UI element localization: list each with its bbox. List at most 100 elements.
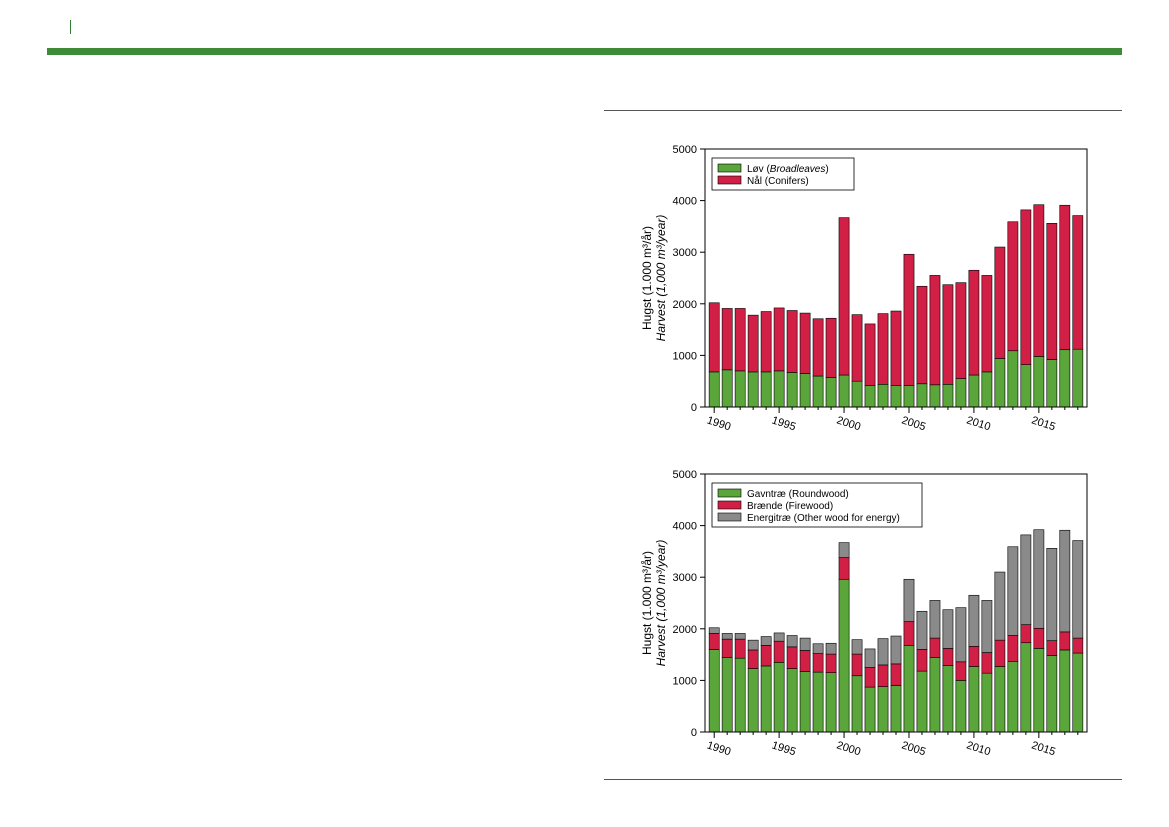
bar-1990-series-1 [708,302,720,373]
bar-1993-series-2 [747,639,759,651]
x-tick-label: 2010 [965,414,992,433]
bar-1999-series-1 [825,317,837,378]
x-tick-label: 1990 [705,414,732,433]
legend-label-part: Løv ( [747,164,770,175]
bar-2004-series-1 [890,663,902,686]
header-accent-bar [47,48,1122,55]
chart-wood-assortments: 0 1000 2000 3000 4000 5000 1990 1995 2000 2005 201… [604,455,1122,785]
bar-2006-series-0 [916,383,928,408]
bar-2010-series-2 [968,594,980,647]
bar-2004-series-0 [890,385,902,408]
bar-1999-series-0 [825,672,837,733]
bar-1993-series-1 [747,649,759,669]
bar-1992-series-1 [734,638,746,659]
bar-2005-series-1 [903,621,915,646]
bar-1990-series-1 [708,633,720,650]
bar-2008-series-1 [942,284,954,385]
bar-2013-series-1 [1007,635,1019,662]
bar-1994-series-0 [760,665,772,733]
bar-2017-series-2 [1059,529,1071,633]
bar-2012-series-0 [994,666,1006,733]
bar-2009-series-1 [955,661,967,681]
bar-1996-series-1 [786,646,798,669]
bar-2010-series-0 [968,666,980,733]
bar-2003-series-0 [877,686,889,733]
bar-2011-series-2 [981,600,993,653]
bar-2000-series-2 [838,542,850,558]
legend-label-italic: Broadleaves [770,164,826,175]
bar-1996-series-0 [786,668,798,733]
bar-2012-series-1 [994,246,1006,359]
bar-2018-series-0 [1072,652,1084,733]
legend-box [711,157,855,191]
bar-2008-series-0 [942,383,954,408]
legend-label-part: Energitræ (Other wood for energy) [747,513,900,524]
x-tick-label: 1995 [770,739,797,758]
bar-1995-series-0 [773,370,785,408]
bar-2005-series-0 [903,385,915,408]
bar-2002-series-0 [864,385,876,408]
bar-2000-series-0 [838,374,850,408]
bar-2011-series-0 [981,371,993,408]
bar-2002-series-1 [864,667,876,688]
bar-1996-series-0 [786,372,798,408]
bar-2018-series-2 [1072,540,1084,639]
bar-2002-series-1 [864,323,876,386]
bar-2017-series-0 [1059,649,1071,733]
bar-1994-series-1 [760,311,772,373]
bar-1997-series-1 [799,650,811,672]
x-tick-label: 2005 [900,414,927,433]
bar-2016-series-0 [1046,359,1058,408]
y-axis-label-english: Harvest (1,000 m³/year) [654,540,668,667]
bar-2017-series-1 [1059,631,1071,651]
bar-1992-series-1 [734,308,746,372]
bar-2007-series-0 [929,384,941,408]
bar-2015-series-1 [1033,204,1045,357]
legend-box [711,482,923,528]
x-tick-label: 2015 [1030,414,1057,433]
bar-2003-series-1 [877,664,889,687]
x-tick-label: 2005 [900,739,927,758]
bar-1991-series-1 [721,638,733,658]
bar-1998-series-0 [812,375,824,408]
bar-1990-series-0 [708,649,720,733]
bar-2010-series-0 [968,374,980,408]
x-tick-label: 2000 [835,739,862,758]
bar-1995-series-1 [773,640,785,663]
bar-1994-series-1 [760,645,772,667]
bar-2007-series-1 [929,637,941,658]
y-tick-label: 1000 [673,675,697,687]
bar-1994-series-0 [760,371,772,408]
bar-1997-series-1 [799,312,811,374]
bar-2005-series-2 [903,578,915,622]
bar-1996-series-1 [786,310,798,373]
bar-2014-series-0 [1020,364,1032,408]
bar-2010-series-1 [968,269,980,376]
legend-label-part: Nål (Conifers) [747,175,809,187]
bar-2006-series-2 [916,610,928,650]
legend-label-0: Løv (Broadleaves) [747,164,829,175]
bar-2000-series-1 [838,557,850,580]
legend-swatch-1 [717,175,742,185]
bar-2003-series-2 [877,638,889,666]
bar-2017-series-1 [1059,204,1071,351]
legend-label-part: Brænde (Firewood) [747,501,833,512]
bar-2015-series-0 [1033,356,1045,408]
bar-1998-series-2 [812,643,824,654]
bar-1993-series-0 [747,668,759,733]
bar-1991-series-2 [721,633,733,640]
y-tick-label: 3000 [673,572,697,584]
bar-2006-series-1 [916,649,928,672]
bar-1995-series-0 [773,662,785,733]
bar-2015-series-2 [1033,529,1045,629]
bar-2018-series-1 [1072,637,1084,654]
x-tick-label: 1990 [705,739,732,758]
y-axis-label-danish: Hugst (1.000 m³/år) [640,551,654,655]
chart-1-svg: 0 1000 2000 3000 4000 5000 1990 1995 2000 2005 201… [640,144,1088,433]
bar-1993-series-1 [747,314,759,373]
bar-1991-series-0 [721,657,733,733]
bar-1991-series-0 [721,369,733,408]
bar-1992-series-0 [734,370,746,408]
legend-swatch-0 [717,488,742,498]
bar-2009-series-0 [955,378,967,408]
